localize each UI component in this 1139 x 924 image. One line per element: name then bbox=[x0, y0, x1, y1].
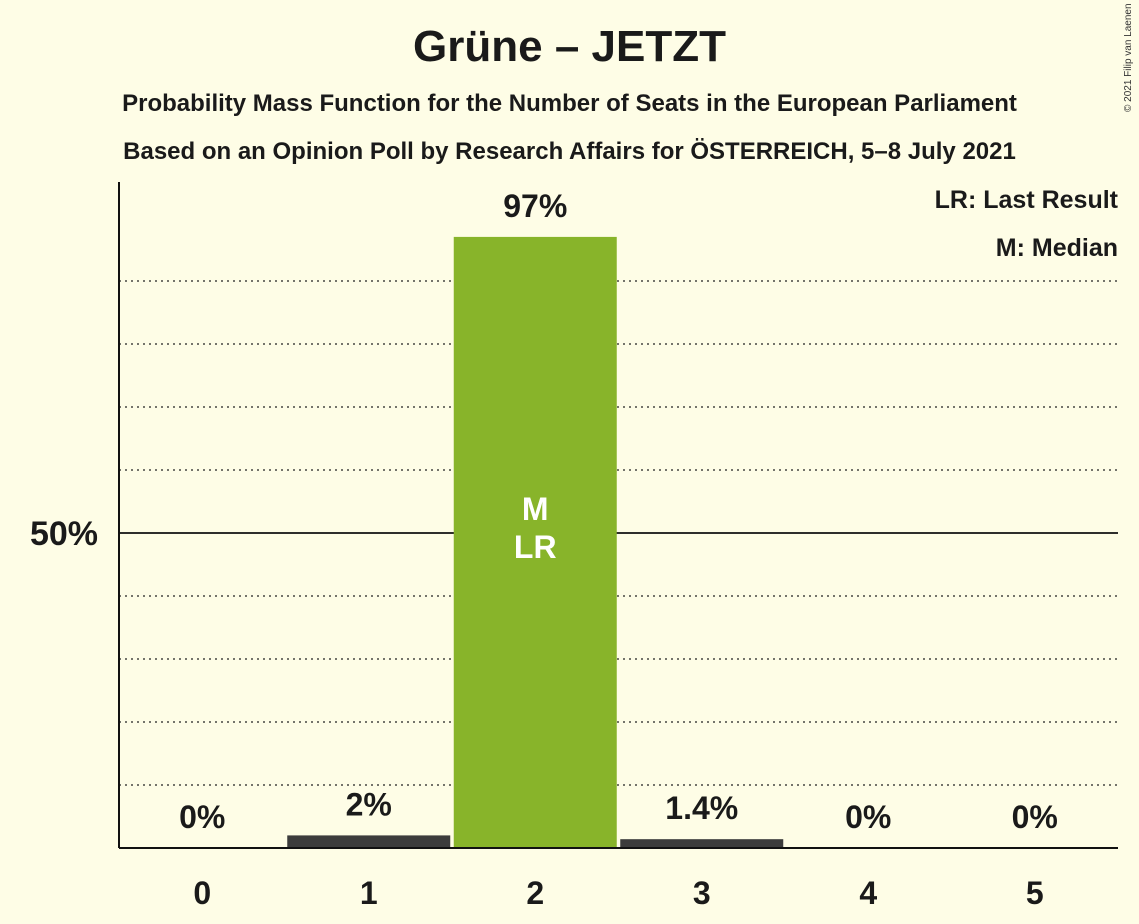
x-tick-label: 2 bbox=[526, 875, 544, 911]
bar-value-label: 0% bbox=[1012, 799, 1058, 835]
bar-value-label: 0% bbox=[179, 799, 225, 835]
legend-last-result: LR: Last Result bbox=[934, 186, 1118, 214]
bar-value-label: 1.4% bbox=[665, 790, 738, 826]
bar-3 bbox=[620, 839, 784, 848]
chart-subtitle: Probability Mass Function for the Number… bbox=[122, 90, 1017, 117]
chart-subtitle-source: Based on an Opinion Poll by Research Aff… bbox=[123, 138, 1016, 165]
x-tick-label: 1 bbox=[360, 875, 378, 911]
bar-value-label: 0% bbox=[845, 799, 891, 835]
y-tick-label: 50% bbox=[30, 515, 98, 553]
chart-title: Grüne – JETZT bbox=[413, 22, 726, 71]
x-tick-label: 3 bbox=[693, 875, 711, 911]
x-tick-label: 5 bbox=[1026, 875, 1044, 911]
bar-value-label: 97% bbox=[503, 188, 567, 224]
bar-marker: M bbox=[522, 491, 549, 527]
bar-marker: LR bbox=[514, 529, 557, 565]
x-tick-label: 4 bbox=[859, 875, 877, 911]
x-tick-label: 0 bbox=[193, 875, 211, 911]
bar-2 bbox=[453, 236, 617, 848]
legend-median: M: Median bbox=[995, 234, 1118, 262]
bar-value-label: 2% bbox=[346, 786, 392, 822]
bar-1 bbox=[287, 835, 451, 848]
